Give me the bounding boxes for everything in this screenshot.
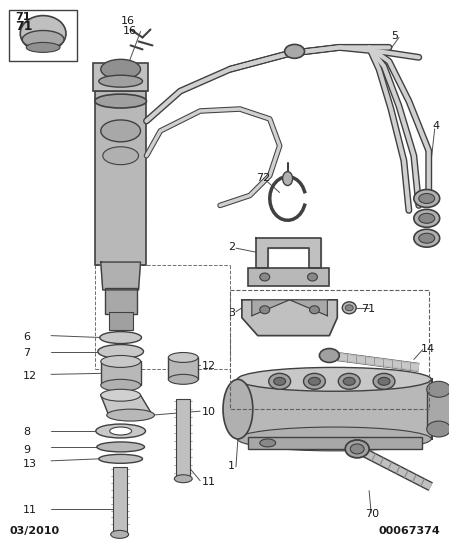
Ellipse shape bbox=[174, 475, 192, 483]
Text: 72: 72 bbox=[256, 173, 270, 183]
Text: 14: 14 bbox=[421, 343, 435, 354]
Text: 1: 1 bbox=[228, 461, 235, 471]
Ellipse shape bbox=[97, 442, 144, 452]
Ellipse shape bbox=[285, 44, 305, 58]
Ellipse shape bbox=[427, 421, 450, 437]
Bar bbox=[238, 379, 432, 439]
Text: 71: 71 bbox=[15, 11, 31, 22]
Ellipse shape bbox=[342, 302, 356, 314]
Ellipse shape bbox=[373, 373, 395, 389]
Ellipse shape bbox=[168, 374, 198, 384]
Ellipse shape bbox=[98, 344, 144, 359]
Text: 7: 7 bbox=[23, 348, 31, 358]
Text: 8: 8 bbox=[23, 427, 31, 437]
Polygon shape bbox=[256, 238, 321, 268]
Ellipse shape bbox=[260, 273, 270, 281]
Ellipse shape bbox=[99, 455, 143, 463]
Ellipse shape bbox=[110, 427, 131, 435]
Ellipse shape bbox=[307, 273, 317, 281]
Ellipse shape bbox=[310, 306, 320, 314]
Ellipse shape bbox=[378, 377, 390, 385]
Text: 13: 13 bbox=[23, 459, 37, 469]
Bar bbox=[230, 290, 429, 409]
Text: 16: 16 bbox=[121, 16, 135, 26]
Ellipse shape bbox=[20, 16, 66, 51]
Bar bbox=[248, 437, 422, 449]
Bar bbox=[248, 268, 329, 286]
Ellipse shape bbox=[101, 59, 140, 79]
Ellipse shape bbox=[345, 440, 369, 458]
Text: 5: 5 bbox=[391, 32, 398, 41]
Text: 71: 71 bbox=[361, 304, 375, 314]
Text: 12: 12 bbox=[202, 361, 216, 372]
Ellipse shape bbox=[427, 382, 450, 397]
Bar bbox=[109, 312, 133, 330]
Ellipse shape bbox=[274, 377, 286, 385]
Ellipse shape bbox=[103, 147, 139, 165]
Bar bbox=[176, 399, 190, 479]
Text: 00067374: 00067374 bbox=[379, 526, 441, 536]
Text: 71: 71 bbox=[15, 20, 33, 33]
Ellipse shape bbox=[26, 43, 60, 52]
Ellipse shape bbox=[223, 379, 253, 439]
Ellipse shape bbox=[95, 94, 147, 108]
Ellipse shape bbox=[345, 305, 353, 311]
Bar bbox=[168, 358, 198, 379]
Bar bbox=[427, 389, 450, 429]
Ellipse shape bbox=[101, 379, 140, 391]
Text: 10: 10 bbox=[202, 407, 216, 417]
Text: 2: 2 bbox=[228, 242, 235, 252]
Text: 12: 12 bbox=[23, 371, 37, 382]
Ellipse shape bbox=[419, 213, 435, 223]
Ellipse shape bbox=[260, 439, 276, 447]
Ellipse shape bbox=[22, 31, 64, 49]
Ellipse shape bbox=[101, 120, 140, 142]
Ellipse shape bbox=[101, 355, 140, 367]
Text: 3: 3 bbox=[228, 308, 235, 318]
Ellipse shape bbox=[283, 172, 293, 185]
Ellipse shape bbox=[111, 530, 129, 538]
Ellipse shape bbox=[260, 306, 270, 314]
Text: 11: 11 bbox=[23, 505, 37, 514]
Ellipse shape bbox=[303, 373, 325, 389]
Ellipse shape bbox=[414, 229, 440, 247]
Text: 16: 16 bbox=[123, 26, 137, 35]
Ellipse shape bbox=[414, 209, 440, 227]
Ellipse shape bbox=[238, 367, 431, 391]
Ellipse shape bbox=[350, 444, 364, 454]
Text: 9: 9 bbox=[23, 445, 31, 455]
Polygon shape bbox=[290, 300, 327, 316]
Ellipse shape bbox=[269, 373, 291, 389]
Polygon shape bbox=[252, 300, 290, 316]
Ellipse shape bbox=[238, 427, 431, 451]
Bar bbox=[112, 467, 126, 536]
Bar bbox=[105, 288, 136, 314]
Ellipse shape bbox=[414, 190, 440, 208]
Ellipse shape bbox=[168, 353, 198, 362]
Ellipse shape bbox=[343, 377, 355, 385]
Text: 70: 70 bbox=[365, 508, 379, 518]
Bar bbox=[101, 361, 140, 385]
Ellipse shape bbox=[309, 377, 320, 385]
Bar bbox=[95, 91, 147, 265]
Ellipse shape bbox=[100, 332, 141, 343]
Text: 6: 6 bbox=[23, 332, 30, 342]
Text: 4: 4 bbox=[433, 121, 440, 131]
Ellipse shape bbox=[101, 389, 140, 401]
Polygon shape bbox=[242, 300, 338, 336]
Polygon shape bbox=[101, 395, 153, 415]
Ellipse shape bbox=[99, 75, 143, 87]
Ellipse shape bbox=[320, 349, 339, 362]
Text: 11: 11 bbox=[202, 477, 216, 487]
Ellipse shape bbox=[96, 424, 145, 438]
Ellipse shape bbox=[419, 233, 435, 243]
Bar bbox=[93, 63, 148, 91]
Ellipse shape bbox=[338, 373, 360, 389]
Text: 03/2010: 03/2010 bbox=[9, 526, 59, 536]
Bar bbox=[9, 10, 77, 61]
Ellipse shape bbox=[419, 193, 435, 203]
Ellipse shape bbox=[107, 409, 154, 421]
Polygon shape bbox=[101, 262, 140, 290]
